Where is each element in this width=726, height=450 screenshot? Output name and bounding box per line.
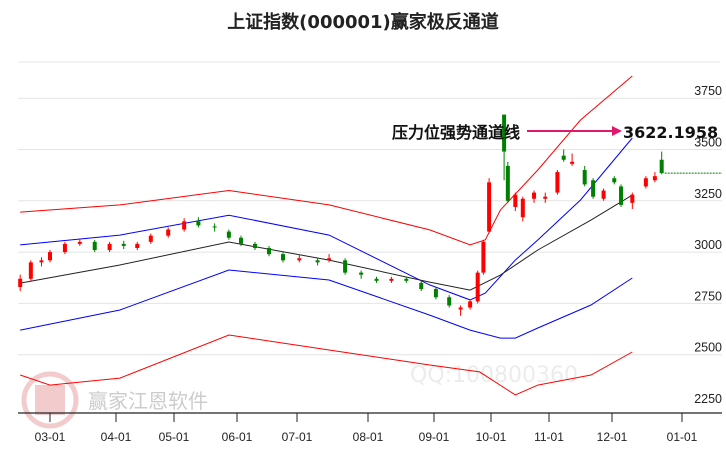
candle-body	[62, 243, 67, 253]
candle-body	[196, 221, 201, 226]
candle-body	[315, 260, 320, 263]
candle-body	[374, 278, 379, 281]
candle-body	[555, 172, 560, 193]
chart-title: 上证指数(000001)赢家极反通道	[227, 12, 499, 33]
candle-body	[433, 289, 438, 298]
candle-body	[561, 155, 566, 160]
y-tick-label: 3250	[694, 187, 722, 201]
candle-body	[121, 243, 126, 246]
candle-body	[570, 161, 575, 164]
y-tick-label: 3500	[694, 136, 722, 150]
x-tick-label: 05-01	[159, 430, 190, 444]
candle-body	[107, 243, 112, 251]
x-tick-label: 06-01	[222, 430, 253, 444]
candle-body	[404, 278, 409, 281]
x-tick-label: 09-01	[419, 430, 450, 444]
candle-body	[475, 272, 480, 302]
arrow-head-icon	[612, 126, 622, 136]
grid	[18, 97, 722, 356]
annotation: 压力位强势通道线 3622.1958	[392, 123, 718, 142]
channel-line	[20, 75, 633, 246]
logo-seal-icon	[21, 371, 79, 429]
logo: 赢家江恩软件	[21, 371, 208, 429]
candle-body	[48, 252, 52, 261]
candle-body	[18, 278, 23, 287]
candle-body	[591, 180, 596, 197]
x-tick-label: 11-01	[534, 430, 564, 444]
watermark: QQ:100800360	[410, 363, 578, 388]
candle-body	[601, 190, 606, 199]
x-axis: 03-01 04-01 05-01 06-01 07-01 08-01 09-01 10-01…	[18, 412, 722, 444]
candle-body	[166, 229, 171, 236]
candle-body	[389, 278, 394, 281]
candle-body	[281, 254, 285, 261]
candle-body	[468, 301, 473, 308]
candle-body	[148, 235, 153, 242]
candles	[18, 114, 722, 316]
y-tick-label: 2500	[694, 341, 722, 355]
candle-body	[447, 297, 452, 306]
x-tick-label: 01-01	[667, 430, 698, 444]
candle-body	[520, 198, 525, 218]
candle-body	[513, 194, 518, 207]
candle-body	[543, 196, 548, 199]
logo-name: 赢家江恩软件	[88, 389, 208, 413]
x-tick-label: 07-01	[282, 430, 313, 444]
candle-body	[532, 192, 537, 199]
candle-body	[419, 282, 424, 290]
candle-body	[239, 237, 243, 244]
candle-body	[28, 262, 33, 279]
x-tick-label: 12-01	[597, 430, 628, 444]
x-tick-label: 10-01	[476, 430, 507, 444]
candle-body	[652, 176, 657, 181]
candle-body	[643, 178, 648, 187]
candle-body	[612, 178, 617, 183]
annotation-value: 3622.1958	[623, 123, 718, 142]
candle-body	[481, 241, 486, 273]
candle-body	[212, 226, 217, 228]
candle-body	[458, 307, 463, 310]
candle-body	[619, 186, 624, 205]
candle-body	[359, 272, 364, 275]
candle-body	[630, 194, 635, 203]
annotation-label: 压力位强势通道线	[392, 123, 520, 142]
channel-line	[20, 137, 633, 301]
y-tick-label: 2750	[694, 289, 722, 303]
y-tick-label: 2250	[694, 392, 722, 406]
watermark-qq: QQ:100800360	[410, 363, 578, 388]
channel-line	[20, 194, 633, 291]
candle-body	[297, 258, 302, 261]
channel-lines	[20, 75, 633, 396]
x-tick-label: 03-01	[35, 430, 66, 444]
candle-body	[267, 247, 271, 255]
y-tick-label: 3750	[694, 84, 722, 98]
candle-body	[487, 182, 492, 232]
candle-body	[226, 231, 231, 238]
candle-body	[659, 159, 664, 174]
x-tick-label: 04-01	[101, 430, 132, 444]
candle-body	[92, 241, 97, 251]
candle-body	[253, 243, 257, 248]
y-axis: 2250 2500 2750 3000 3250 3500 3750	[694, 84, 722, 406]
candle-body	[77, 241, 82, 244]
candle-body	[582, 170, 587, 185]
candle-body	[182, 221, 187, 230]
candle-body	[135, 243, 140, 248]
channel-line	[20, 334, 633, 396]
candle-body	[327, 258, 332, 261]
logo-seal-square	[35, 385, 65, 415]
candle-body	[502, 114, 507, 152]
x-tick-label: 08-01	[353, 430, 384, 444]
channel-line	[20, 269, 633, 339]
y-tick-label: 3000	[694, 238, 722, 252]
candle-body	[343, 260, 348, 273]
candle-body	[505, 165, 510, 201]
candle-body	[39, 260, 44, 263]
